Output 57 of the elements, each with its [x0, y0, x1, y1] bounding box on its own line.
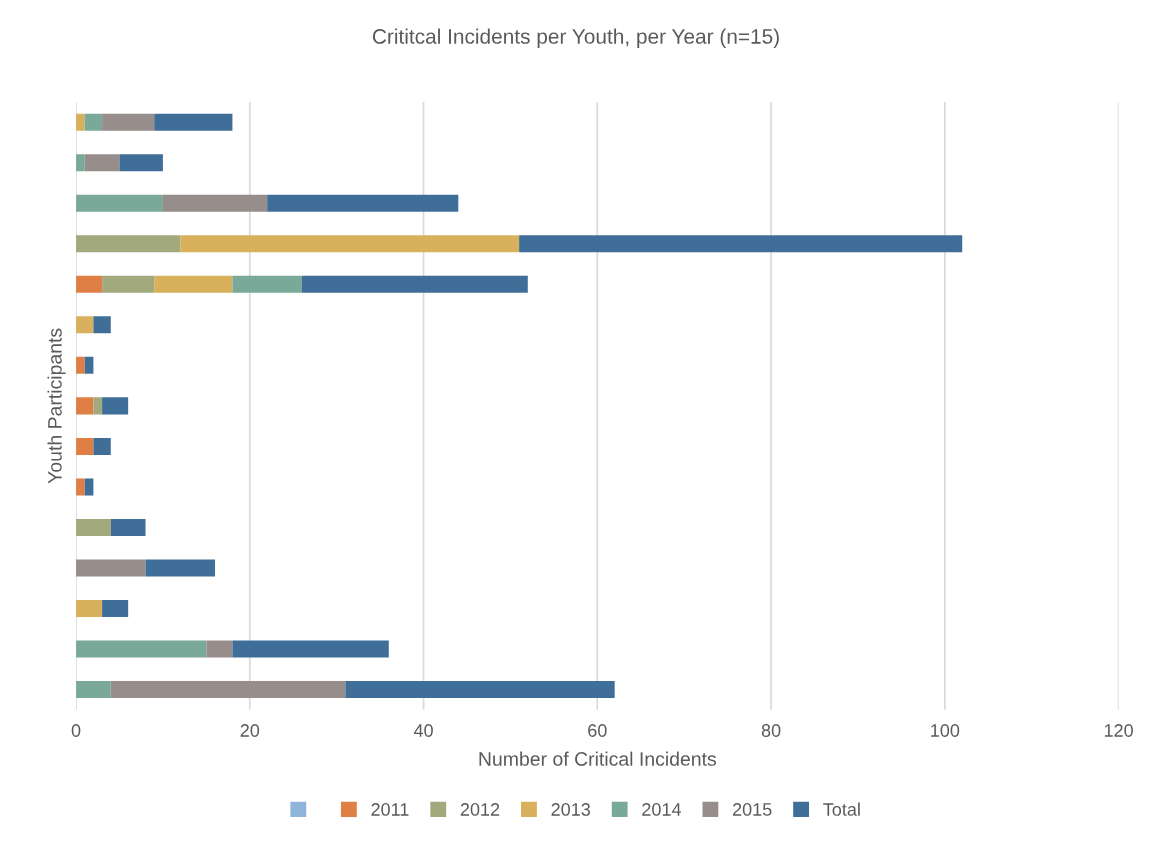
bar	[76, 397, 94, 415]
bar	[102, 599, 129, 617]
bar	[76, 680, 111, 698]
bar	[84, 478, 94, 496]
bar	[76, 599, 103, 617]
bar	[102, 397, 129, 415]
bar	[267, 194, 459, 212]
bar	[519, 235, 963, 253]
x-axis-title: Number of Critical Incidents	[479, 751, 717, 766]
bar	[102, 113, 155, 131]
bar	[76, 478, 85, 496]
bar	[110, 518, 146, 536]
legend-label: 2014	[642, 803, 681, 816]
x-tick-label: 80	[761, 724, 781, 737]
bar	[301, 275, 528, 293]
bar	[93, 397, 103, 415]
x-tick-label: 60	[588, 724, 607, 737]
bar	[76, 316, 94, 334]
bar	[76, 559, 146, 577]
legend-label: 2012	[460, 803, 500, 816]
bar	[345, 680, 615, 698]
x-tick-label: 0	[71, 724, 81, 737]
bar	[76, 275, 103, 293]
bar	[76, 437, 94, 455]
bar	[84, 113, 103, 131]
bar	[102, 275, 155, 293]
x-tick-label: 120	[1104, 724, 1133, 737]
legend-label: Total	[823, 802, 860, 816]
bar	[93, 437, 111, 455]
y-axis-title: Youth Participants	[47, 328, 66, 484]
bar	[76, 194, 163, 212]
bar	[206, 640, 233, 658]
bar	[76, 235, 181, 253]
bar	[119, 154, 163, 172]
bar	[84, 154, 120, 172]
legend-label: 2013	[551, 803, 591, 816]
bar	[110, 680, 346, 698]
bar	[145, 559, 216, 577]
bar	[76, 356, 85, 374]
x-tick-label: 100	[931, 724, 960, 737]
legend-label: 2011	[371, 803, 409, 816]
bar	[76, 154, 85, 172]
bar	[232, 640, 389, 658]
legend-label: 2015	[732, 803, 772, 816]
bar	[162, 194, 268, 212]
bar	[93, 316, 111, 334]
bar	[76, 518, 111, 536]
chart-title: Crititcal Incidents per Youth, per Year (n=15)	[372, 28, 779, 48]
bar	[76, 640, 207, 658]
bar	[154, 275, 233, 293]
bar	[84, 356, 94, 374]
bar	[154, 113, 233, 131]
bar	[180, 235, 520, 253]
bar	[232, 275, 302, 293]
x-tick-label: 40	[413, 724, 433, 737]
x-tick-label: 20	[240, 724, 260, 737]
bar	[76, 113, 85, 131]
